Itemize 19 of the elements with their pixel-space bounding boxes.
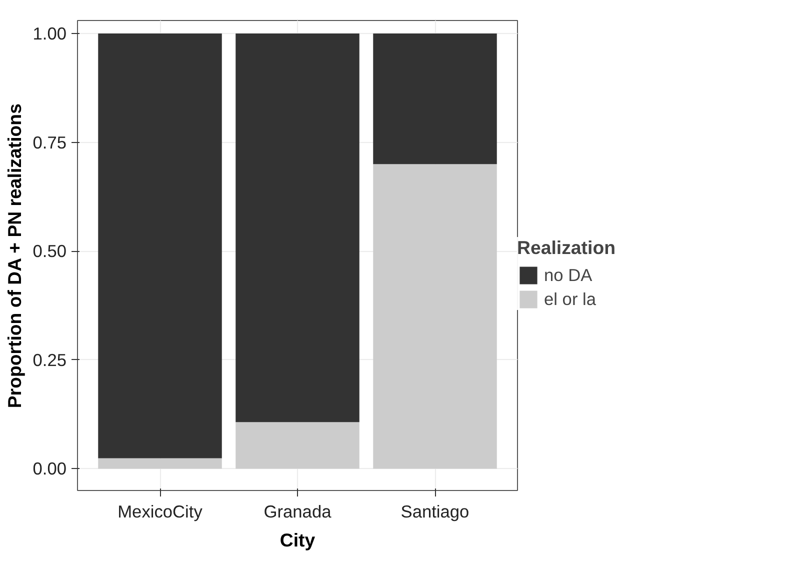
- bar: [236, 422, 360, 469]
- bar: [98, 34, 222, 458]
- y-tick-label: 0.00: [32, 458, 67, 479]
- y-tick-label: 0.75: [32, 132, 67, 152]
- y-tick-label: 0.25: [32, 350, 67, 370]
- x-axis-title: City: [280, 530, 316, 550]
- y-tick-label: 0.50: [32, 241, 67, 262]
- x-tick-label: Santiago: [400, 502, 470, 522]
- bar: [98, 458, 222, 469]
- x-tick-label: Granada: [264, 502, 332, 522]
- bar: [373, 164, 497, 469]
- y-axis-title: Proportion of DA + PN realizations: [4, 104, 25, 408]
- legend-title: Realization: [517, 237, 616, 259]
- legend-label: no DA: [544, 264, 592, 286]
- bar: [373, 34, 497, 164]
- x-tick-label: MexicoCity: [118, 502, 203, 522]
- y-tick-label: 1.00: [32, 24, 67, 44]
- legend-label: el or la: [544, 288, 596, 310]
- bar: [236, 34, 360, 422]
